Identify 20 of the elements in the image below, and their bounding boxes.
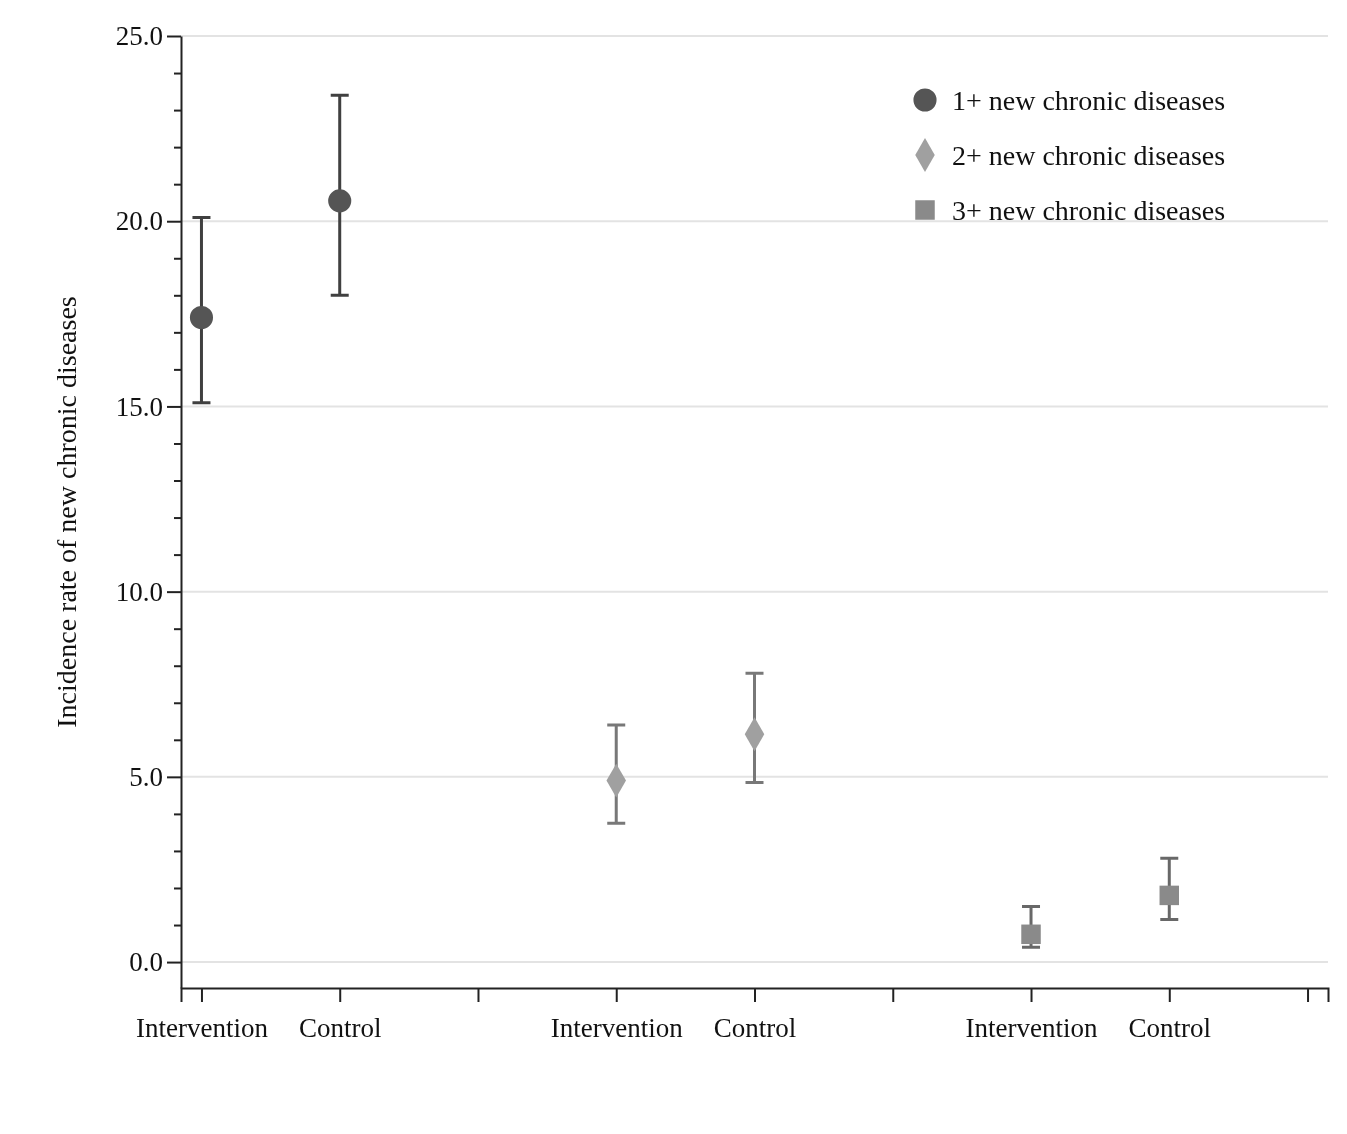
point — [1159, 885, 1180, 906]
point — [328, 189, 352, 213]
legend-label: 2+ new chronic diseases — [952, 140, 1226, 171]
y-axis-title: Incidence rate of new chronic diseases — [51, 296, 82, 728]
x-tick-label: Control — [298, 1013, 382, 1044]
y-tick-label: 10.0 — [115, 576, 163, 607]
y-tick-label: 15.0 — [115, 391, 163, 422]
x-tick-label: Control — [713, 1013, 797, 1044]
point — [1021, 924, 1041, 945]
legend-label: 1+ new chronic diseases — [952, 85, 1226, 116]
y-tick-label: 25.0 — [115, 21, 163, 52]
y-tick-label: 20.0 — [115, 206, 163, 237]
y-tick-label: 0.0 — [129, 947, 163, 978]
x-tick-label: Intervention — [135, 1013, 269, 1044]
x-tick-label: Intervention — [965, 1013, 1098, 1044]
x-tick-label: Intervention — [550, 1013, 684, 1044]
y-tick-label: 5.0 — [129, 762, 163, 792]
point — [189, 305, 214, 330]
x-tick-label: Control — [1128, 1013, 1212, 1044]
legend-label: 3+ new chronic diseases — [952, 195, 1226, 226]
